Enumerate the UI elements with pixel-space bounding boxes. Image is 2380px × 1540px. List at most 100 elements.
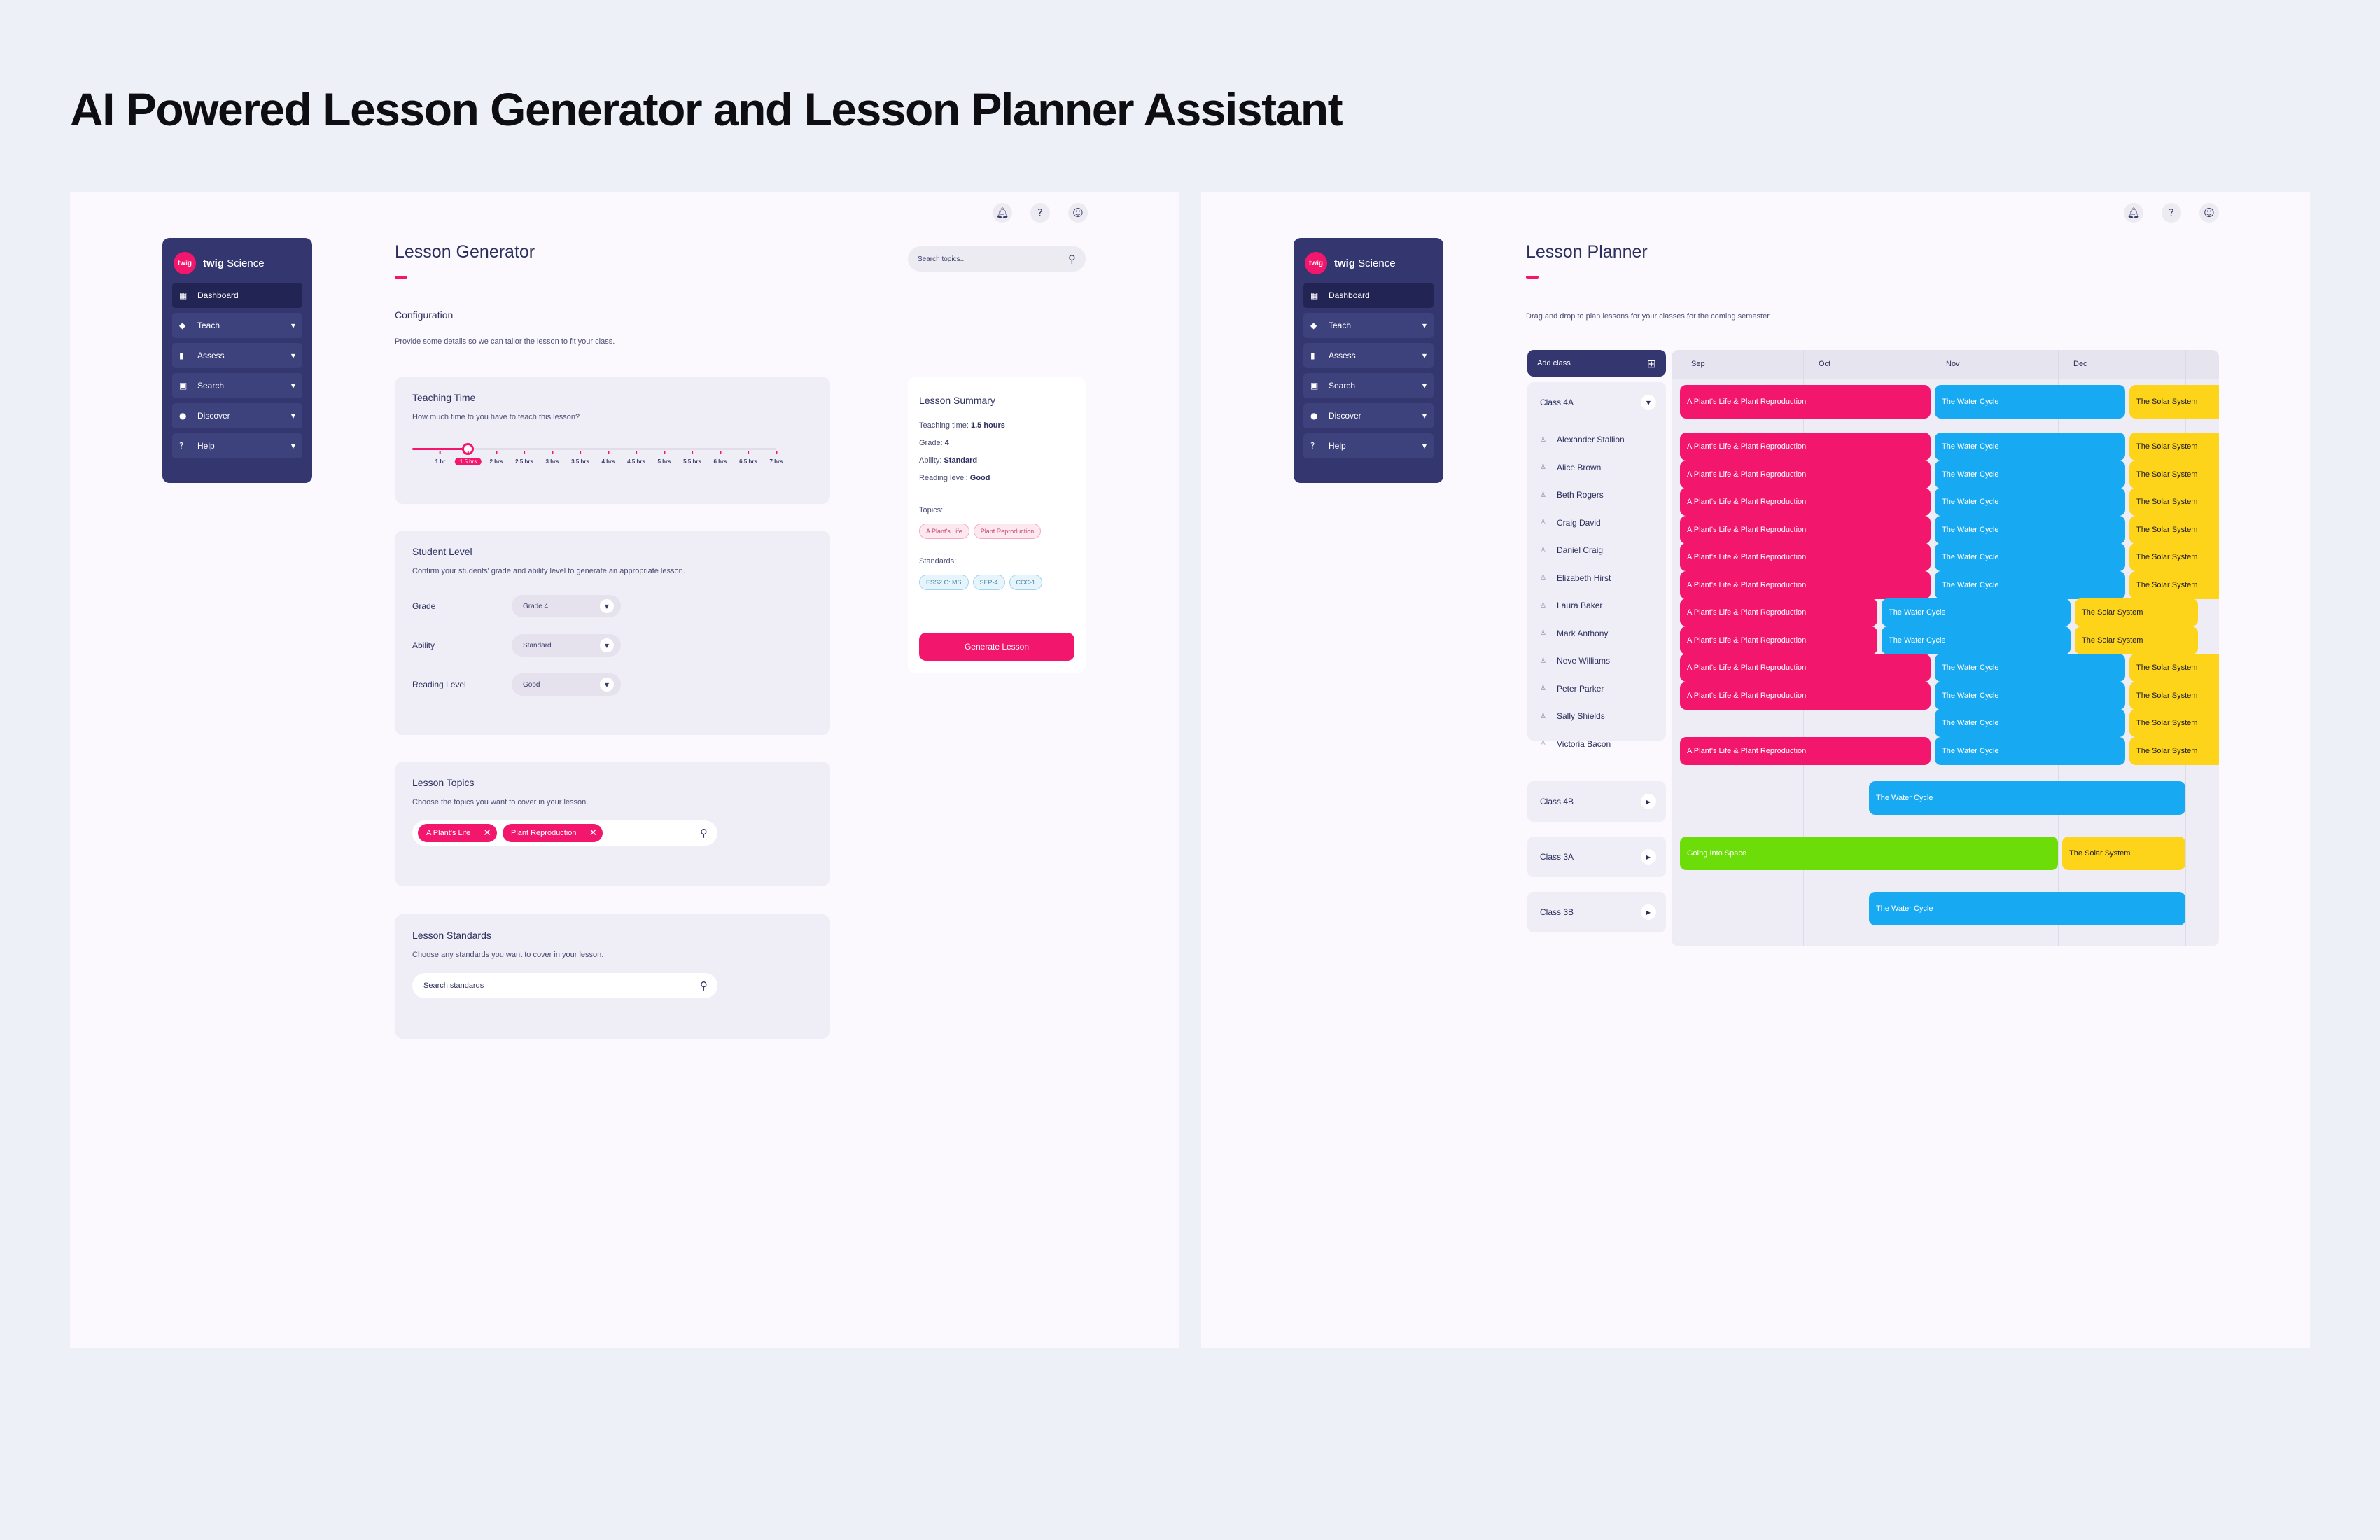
lesson-block-plant[interactable]: A Plant's Life & Plant Reproduction [1680,543,1931,571]
slider-tick[interactable]: 4 hrs [601,451,615,465]
sidebar-item-help[interactable]: ? Help ▼ [172,433,302,458]
lesson-block-water[interactable]: The Water Cycle [1935,433,2125,461]
lesson-block-solar[interactable]: The Solar System [2129,736,2219,765]
lesson-block-solar[interactable]: The Solar System [2129,460,2219,489]
sidebar-item-assess[interactable]: ▮ Assess ▼ [172,343,302,368]
generate-lesson-button[interactable]: Generate Lesson [919,633,1074,661]
student-row[interactable]: ♙ Alice Brown [1540,462,1602,472]
student-row[interactable]: ♙ Victoria Bacon [1540,738,1611,749]
student-row[interactable]: ♙ Mark Anthony [1540,628,1609,638]
sidebar-item-search[interactable]: ▣ Search ▼ [1303,373,1434,398]
student-row[interactable]: ♙ Neve Williams [1540,656,1611,666]
user-icon[interactable]: ☺ [2199,203,2219,223]
lesson-block-plant[interactable]: A Plant's Life & Plant Reproduction [1680,515,1931,544]
chevron-right-icon[interactable]: ▶ [1641,904,1656,920]
chevron-down-icon[interactable]: ▼ [1641,395,1656,410]
lesson-block-water[interactable]: The Water Cycle [1869,892,2185,925]
lesson-block-water[interactable]: The Water Cycle [1869,781,2185,815]
bell-icon[interactable]: 🔔︎ [993,203,1012,223]
lesson-block-plant[interactable]: A Plant's Life & Plant Reproduction [1680,488,1931,516]
lesson-block-solar[interactable]: The Solar System [2129,488,2219,516]
student-row[interactable]: ♙ Peter Parker [1540,683,1604,694]
lesson-block-solar[interactable]: The Solar System [2129,709,2219,737]
lesson-block-solar[interactable]: The Solar System [2129,570,2219,599]
lesson-block-solar[interactable]: The Solar System [2129,654,2219,682]
sidebar-item-discover[interactable]: ● Discover ▼ [172,403,302,428]
grade-select[interactable]: Grade 4 ▼ [512,595,621,617]
sidebar-item-assess[interactable]: ▮ Assess ▼ [1303,343,1434,368]
sidebar-item-teach[interactable]: ◆ Teach ▼ [1303,313,1434,338]
lesson-block-plant[interactable]: A Plant's Life & Plant Reproduction [1680,385,1931,419]
help-icon[interactable]: ? [1030,203,1050,223]
lesson-block-plant[interactable]: A Plant's Life & Plant Reproduction [1680,681,1931,710]
student-row[interactable]: ♙ Laura Baker [1540,601,1603,610]
student-row[interactable]: ♙ Daniel Craig [1540,545,1604,555]
lesson-block-water[interactable]: The Water Cycle [1935,736,2125,765]
lesson-block-solar[interactable]: The Solar System [2129,543,2219,571]
lesson-block-solar[interactable]: The Solar System [2075,626,2198,654]
slider-tick[interactable]: 4.5 hrs [627,451,645,465]
lesson-block-water[interactable]: The Water Cycle [1935,515,2125,544]
lesson-block-water[interactable]: The Water Cycle [1882,626,2071,654]
sidebar-item-search[interactable]: ▣ Search ▼ [172,373,302,398]
class-3a-row[interactable]: Class 3A ▶ [1527,836,1666,877]
chevron-right-icon[interactable]: ▶ [1641,849,1656,864]
close-icon[interactable]: ✕ [589,827,598,839]
slider-tick[interactable]: 2 hrs [489,451,503,465]
class-4b-row[interactable]: Class 4B ▶ [1527,781,1666,822]
ability-select[interactable]: Standard ▼ [512,634,621,657]
slider-tick[interactable]: 2.5 hrs [515,451,533,465]
lesson-block-solar[interactable]: The Solar System [2129,515,2219,544]
teaching-time-slider[interactable]: 1 hr 1.5 hrs 2 hrs 2.5 hrs 3 hrs 3.5 hrs 4 hrs… [412,441,783,472]
lesson-block-water[interactable]: The Water Cycle [1935,488,2125,516]
lesson-block-solar[interactable]: The Solar System [2129,433,2219,461]
student-row[interactable]: ♙ Beth Rogers [1540,490,1604,500]
brand[interactable]: twig twig Science [172,252,302,274]
chevron-right-icon[interactable]: ▶ [1641,794,1656,809]
sidebar-item-help[interactable]: ? Help ▼ [1303,433,1434,458]
lesson-block-water[interactable]: The Water Cycle [1935,681,2125,710]
slider-tick[interactable]: 5 hrs [657,451,671,465]
add-class-button[interactable]: Add class ⊞ [1527,350,1666,377]
slider-tick[interactable]: 7 hrs [769,451,783,465]
lesson-block-water[interactable]: The Water Cycle [1935,570,2125,599]
lesson-block-water[interactable]: The Water Cycle [1882,598,2071,626]
topic-chip[interactable]: A Plant's Life ✕ [418,824,497,842]
class-3b-row[interactable]: Class 3B ▶ [1527,892,1666,932]
lesson-block-water[interactable]: The Water Cycle [1935,385,2125,419]
student-row[interactable]: ♙ Sally Shields [1540,711,1605,721]
lesson-block-plant[interactable]: A Plant's Life & Plant Reproduction [1680,570,1931,599]
student-row[interactable]: ♙ Alexander Stallion [1540,435,1625,444]
slider-tick[interactable]: 5.5 hrs [683,451,701,465]
standards-search-input[interactable]: Search standards ⚲ [412,973,718,998]
close-icon[interactable]: ✕ [483,827,491,839]
slider-tick[interactable]: 3 hrs [545,451,559,465]
user-icon[interactable]: ☺ [1068,203,1088,223]
slider-tick[interactable]: 1 hr [435,451,445,465]
student-row[interactable]: ♙ Craig David [1540,517,1601,528]
lesson-block-plant[interactable]: A Plant's Life & Plant Reproduction [1680,654,1931,682]
lesson-block-plant[interactable]: A Plant's Life & Plant Reproduction [1680,433,1931,461]
sidebar-item-dashboard[interactable]: ▦ Dashboard [1303,283,1434,308]
slider-tick[interactable]: 6 hrs [713,451,727,465]
search-icon[interactable]: ⚲ [700,979,708,992]
student-row[interactable]: ♙ Elizabeth Hirst [1540,573,1611,583]
lesson-block-water[interactable]: The Water Cycle [1935,709,2125,737]
lesson-block-plant[interactable]: A Plant's Life & Plant Reproduction [1680,460,1931,489]
reading-level-select[interactable]: Good ▼ [512,673,621,696]
sidebar-item-dashboard[interactable]: ▦ Dashboard [172,283,302,308]
lesson-block-plant[interactable]: A Plant's Life & Plant Reproduction [1680,598,1877,626]
sidebar-item-teach[interactable]: ◆ Teach ▼ [172,313,302,338]
lesson-block-space[interactable]: Going Into Space [1680,836,2058,870]
topic-search-input[interactable]: Search topics... ⚲ [908,246,1086,272]
lesson-block-solar[interactable]: The Solar System [2062,836,2185,870]
topics-input[interactable]: A Plant's Life ✕ Plant Reproduction ✕ ⚲ [412,820,718,846]
lesson-block-water[interactable]: The Water Cycle [1935,460,2125,489]
lesson-block-solar[interactable]: The Solar System [2129,681,2219,710]
slider-tick[interactable]: 6.5 hrs [739,451,757,465]
bell-icon[interactable]: 🔔︎ [2124,203,2143,223]
class-4a-row[interactable]: Class 4A ▼ [1527,382,1666,423]
lesson-block-solar[interactable]: The Solar System [2129,385,2219,419]
search-icon[interactable]: ⚲ [700,827,708,839]
slider-tick[interactable]: 3.5 hrs [571,451,589,465]
